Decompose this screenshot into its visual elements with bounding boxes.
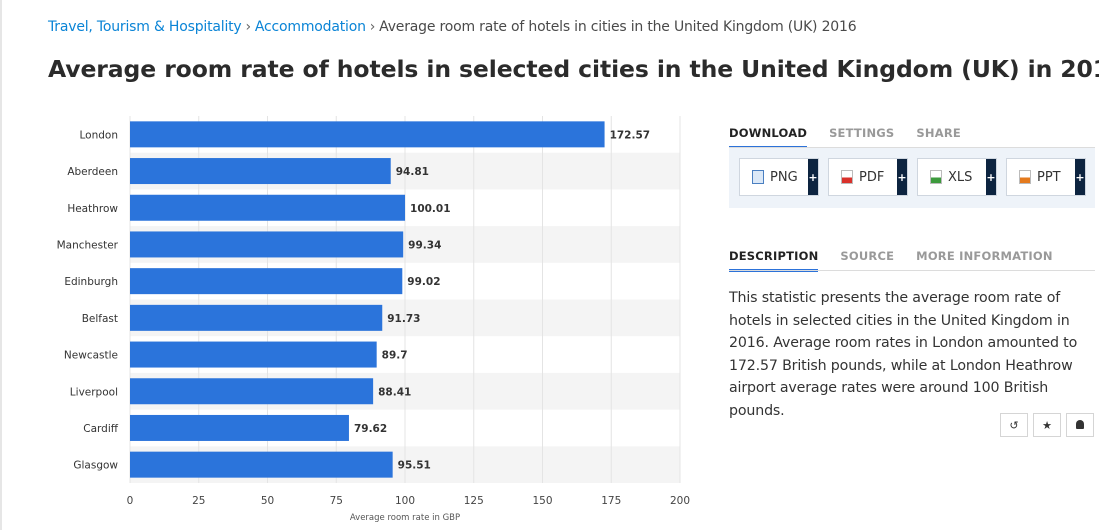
bar-chart: London 172.57 Aberdeen 94.81 Heathrow 100.01 M… — [57, 116, 690, 523]
download-pdf-button[interactable]: PDF + — [828, 158, 908, 196]
download-pdf-label: PDF — [859, 169, 885, 185]
download-xls-label: XLS — [948, 169, 973, 185]
history-button[interactable]: ↺ — [1000, 413, 1028, 437]
download-tabs: DOWNLOAD SETTINGS SHARE — [729, 126, 983, 149]
x-tick-label: 125 — [464, 495, 484, 507]
value-label: 91.73 — [387, 313, 420, 325]
x-tick-label: 50 — [261, 495, 274, 507]
x-axis-title: Average room rate in GBP — [350, 513, 460, 523]
star-icon: ★ — [1042, 418, 1052, 432]
download-panel: PNG + PDF + XLS + PPT + — [729, 148, 1095, 208]
breadcrumb-separator: › — [369, 19, 376, 35]
category-label: Glasgow — [73, 460, 118, 472]
plus-icon[interactable]: + — [1075, 159, 1085, 195]
x-tick-label: 100 — [395, 495, 415, 507]
bell-icon — [1076, 419, 1084, 429]
download-ppt-button[interactable]: PPT + — [1006, 158, 1086, 196]
pdf-file-icon — [841, 170, 853, 184]
bar — [130, 194, 406, 221]
tab-divider — [729, 147, 1095, 148]
bar — [130, 158, 391, 185]
plus-icon[interactable]: + — [897, 159, 907, 195]
bell-button[interactable] — [1066, 413, 1094, 437]
x-tick-label: 75 — [330, 495, 343, 507]
tab-more-information[interactable]: MORE INFORMATION — [916, 249, 1053, 263]
value-label: 89.7 — [382, 350, 408, 362]
value-label: 88.41 — [378, 386, 411, 398]
bar — [130, 451, 393, 478]
value-label: 172.57 — [610, 129, 651, 141]
xls-file-icon — [930, 170, 942, 184]
breadcrumb-separator: › — [245, 19, 252, 35]
value-label: 94.81 — [396, 166, 429, 178]
value-label: 99.02 — [407, 276, 440, 288]
value-label: 95.51 — [398, 460, 431, 472]
category-label: Belfast — [82, 313, 118, 325]
breadcrumb-link-travel[interactable]: Travel, Tourism & Hospitality — [48, 19, 242, 35]
category-label: London — [80, 129, 119, 141]
category-label: Heathrow — [67, 203, 118, 215]
x-tick-label: 175 — [601, 495, 621, 507]
tab-download[interactable]: DOWNLOAD — [729, 126, 808, 149]
category-label: Edinburgh — [64, 276, 118, 288]
breadcrumb: Travel, Tourism & Hospitality › Accommodat… — [48, 19, 857, 35]
download-png-button[interactable]: PNG + — [739, 158, 819, 196]
category-label: Aberdeen — [67, 166, 118, 178]
download-png-label: PNG — [770, 169, 798, 185]
plus-icon[interactable]: + — [986, 159, 996, 195]
tab-share[interactable]: SHARE — [916, 126, 961, 140]
description-text: This statistic presents the average room… — [729, 290, 1078, 419]
category-label: Cardiff — [83, 423, 118, 435]
category-label: Liverpool — [70, 386, 118, 398]
value-label: 100.01 — [410, 203, 451, 215]
value-label: 99.34 — [408, 239, 441, 251]
tab-description[interactable]: DESCRIPTION — [729, 249, 819, 272]
category-label: Manchester — [57, 239, 119, 251]
png-file-icon — [752, 170, 764, 184]
bar — [130, 414, 349, 441]
category-label: Newcastle — [64, 350, 118, 362]
bar — [130, 268, 403, 295]
x-tick-label: 0 — [127, 495, 134, 507]
ppt-file-icon — [1019, 170, 1031, 184]
history-icon: ↺ — [1009, 418, 1019, 432]
bar — [130, 378, 374, 405]
bar — [130, 304, 383, 331]
tab-settings[interactable]: SETTINGS — [829, 126, 895, 140]
star-button[interactable]: ★ — [1033, 413, 1061, 437]
download-ppt-label: PPT — [1037, 169, 1061, 185]
left-border — [0, 0, 2, 530]
x-tick-label: 200 — [670, 495, 690, 507]
value-label: 79.62 — [354, 423, 387, 435]
x-tick-label: 150 — [532, 495, 552, 507]
bar — [130, 121, 605, 148]
page-title: Average room rate of hotels in selected … — [48, 55, 1099, 83]
breadcrumb-link-accommodation[interactable]: Accommodation — [254, 19, 366, 35]
bar — [130, 341, 377, 368]
tab-divider — [729, 270, 1095, 271]
info-tabs: DESCRIPTION SOURCE MORE INFORMATION — [729, 249, 1075, 272]
bar — [130, 231, 404, 258]
tab-source[interactable]: SOURCE — [840, 249, 895, 263]
plus-icon[interactable]: + — [808, 159, 818, 195]
x-tick-label: 25 — [192, 495, 205, 507]
download-xls-button[interactable]: XLS + — [917, 158, 997, 196]
breadcrumb-current: Average room rate of hotels in cities in… — [379, 19, 857, 35]
